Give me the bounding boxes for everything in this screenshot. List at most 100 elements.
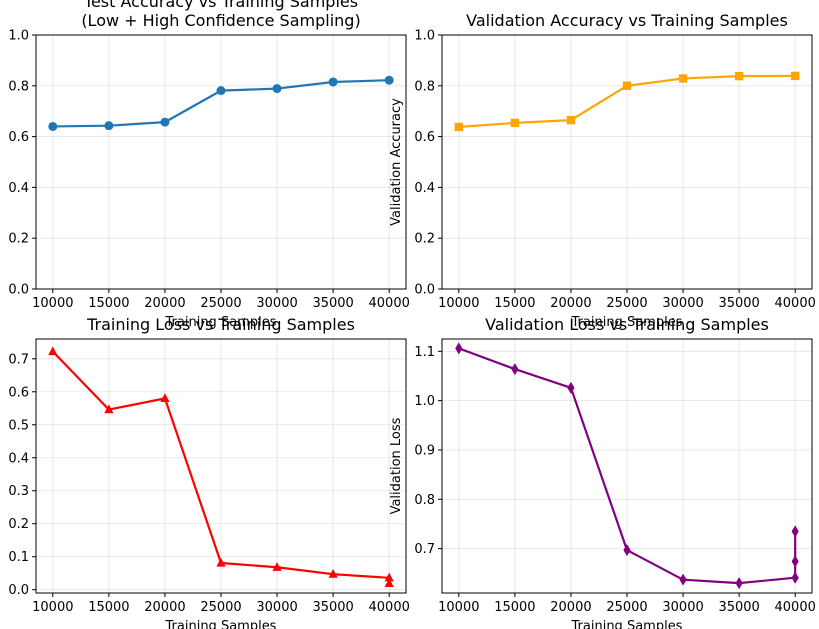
x-tick-label: 25000 xyxy=(200,600,241,615)
chart-title: Training Loss vs Training Samples xyxy=(86,315,355,334)
chart-title: Test Accuracy vs Training Samples xyxy=(83,0,358,11)
y-tick-label: 0.8 xyxy=(414,493,435,508)
x-tick-label: 25000 xyxy=(606,600,647,615)
data-point xyxy=(454,122,464,132)
data-point xyxy=(272,562,282,571)
data-point xyxy=(511,363,519,376)
data-point xyxy=(384,572,394,582)
subplot-3: 10000 15000 20000 25000 30000 35000 40000 0.0 0.… xyxy=(8,315,410,629)
y-tick-label: 1.0 xyxy=(414,29,435,44)
x-tick-label: 10000 xyxy=(438,296,479,311)
data-point xyxy=(48,121,58,131)
data-point xyxy=(510,118,520,128)
data-point xyxy=(622,81,632,90)
data-point xyxy=(328,77,338,87)
x-tick-label: 25000 xyxy=(200,296,241,311)
x-tick-label: 15000 xyxy=(494,600,535,615)
y-tick-label: 0.7 xyxy=(414,542,435,557)
y-tick-label: 0.6 xyxy=(8,130,29,145)
x-tick-label: 40000 xyxy=(775,600,816,615)
x-tick-label: 15000 xyxy=(494,296,535,311)
y-tick-label: 0.4 xyxy=(8,181,29,196)
x-tick-label: 20000 xyxy=(144,296,185,311)
data-point xyxy=(160,117,170,127)
x-tick-label: 35000 xyxy=(312,296,353,311)
y-axis-label: Validation Loss xyxy=(389,417,404,514)
subplot-4: 10000 15000 20000 25000 30000 35000 40000 0.7 0.… xyxy=(389,315,816,629)
y-tick-label: 0.8 xyxy=(414,79,435,94)
x-tick-label: 35000 xyxy=(718,600,759,615)
y-tick-label: 0.6 xyxy=(414,130,435,145)
data-point xyxy=(328,568,338,578)
chart-title: (Low + High Confidence Sampling) xyxy=(81,11,360,30)
y-tick-label: 0.7 xyxy=(8,352,29,367)
data-point xyxy=(791,555,799,568)
y-tick-label: 0.1 xyxy=(8,550,29,565)
x-tick-label: 35000 xyxy=(718,296,759,311)
x-tick-label: 15000 xyxy=(88,296,129,311)
x-tick-label: 35000 xyxy=(312,600,353,615)
data-point xyxy=(791,525,799,538)
y-tick-label: 0.2 xyxy=(8,232,29,247)
subplot-1: 10000 15000 20000 25000 30000 35000 40000 0.0 0.… xyxy=(8,0,410,330)
x-axis-label: Training Samples xyxy=(571,619,683,629)
y-tick-label: 0.9 xyxy=(414,443,435,458)
x-tick-label: 15000 xyxy=(88,600,129,615)
data-point xyxy=(384,578,394,588)
chart-title: Validation Accuracy vs Training Samples xyxy=(466,11,788,30)
x-tick-label: 40000 xyxy=(775,296,816,311)
x-tick-label: 30000 xyxy=(256,600,297,615)
data-point xyxy=(48,346,58,356)
data-point xyxy=(734,71,744,81)
x-axis-label: Training Samples xyxy=(571,315,683,330)
y-axis-label: Validation Accuracy xyxy=(389,98,404,226)
x-tick-label: 40000 xyxy=(369,296,410,311)
data-point xyxy=(735,577,743,590)
x-tick-label: 10000 xyxy=(32,296,73,311)
data-point xyxy=(566,115,576,125)
data-point xyxy=(679,573,687,586)
x-axis-label: Training Samples xyxy=(165,619,277,629)
data-point xyxy=(216,86,226,96)
y-tick-label: 0.0 xyxy=(8,583,29,598)
x-tick-label: 10000 xyxy=(32,600,73,615)
y-tick-label: 0.8 xyxy=(8,79,29,94)
data-point xyxy=(104,404,114,414)
x-tick-label: 40000 xyxy=(369,600,410,615)
data-point xyxy=(104,121,114,131)
y-tick-label: 0.2 xyxy=(8,517,29,532)
subplot-2: 10000 15000 20000 25000 30000 35000 40000 0.0 0.… xyxy=(389,11,816,330)
y-tick-label: 0.0 xyxy=(414,283,435,298)
y-tick-label: 1.0 xyxy=(8,29,29,44)
x-axis-label: Training Samples xyxy=(165,315,277,330)
y-tick-label: 0.2 xyxy=(414,232,435,247)
x-tick-label: 30000 xyxy=(662,600,703,615)
data-point xyxy=(160,393,170,402)
data-point xyxy=(567,381,575,394)
y-tick-label: 0.6 xyxy=(8,385,29,400)
y-tick-label: 0.5 xyxy=(8,418,29,433)
x-tick-label: 20000 xyxy=(550,296,591,311)
data-point xyxy=(216,557,226,567)
data-point xyxy=(623,544,631,557)
x-tick-label: 25000 xyxy=(606,296,647,311)
x-tick-label: 30000 xyxy=(256,296,297,311)
data-point xyxy=(455,342,463,355)
y-tick-label: 0.4 xyxy=(414,181,435,196)
chart-title: Validation Loss vs Training Samples xyxy=(485,315,769,334)
data-point xyxy=(678,74,688,83)
data-point xyxy=(790,71,800,81)
y-tick-label: 1.1 xyxy=(414,345,435,360)
data-point xyxy=(384,75,394,85)
y-tick-label: 1.0 xyxy=(414,394,435,409)
x-tick-label: 10000 xyxy=(438,600,479,615)
y-tick-label: 0.3 xyxy=(8,484,29,499)
x-tick-label: 30000 xyxy=(662,296,703,311)
y-tick-label: 0.4 xyxy=(8,451,29,466)
data-point xyxy=(272,84,282,94)
data-point xyxy=(791,571,799,584)
x-tick-label: 20000 xyxy=(144,600,185,615)
y-tick-label: 0.0 xyxy=(8,283,29,298)
x-tick-label: 20000 xyxy=(550,600,591,615)
